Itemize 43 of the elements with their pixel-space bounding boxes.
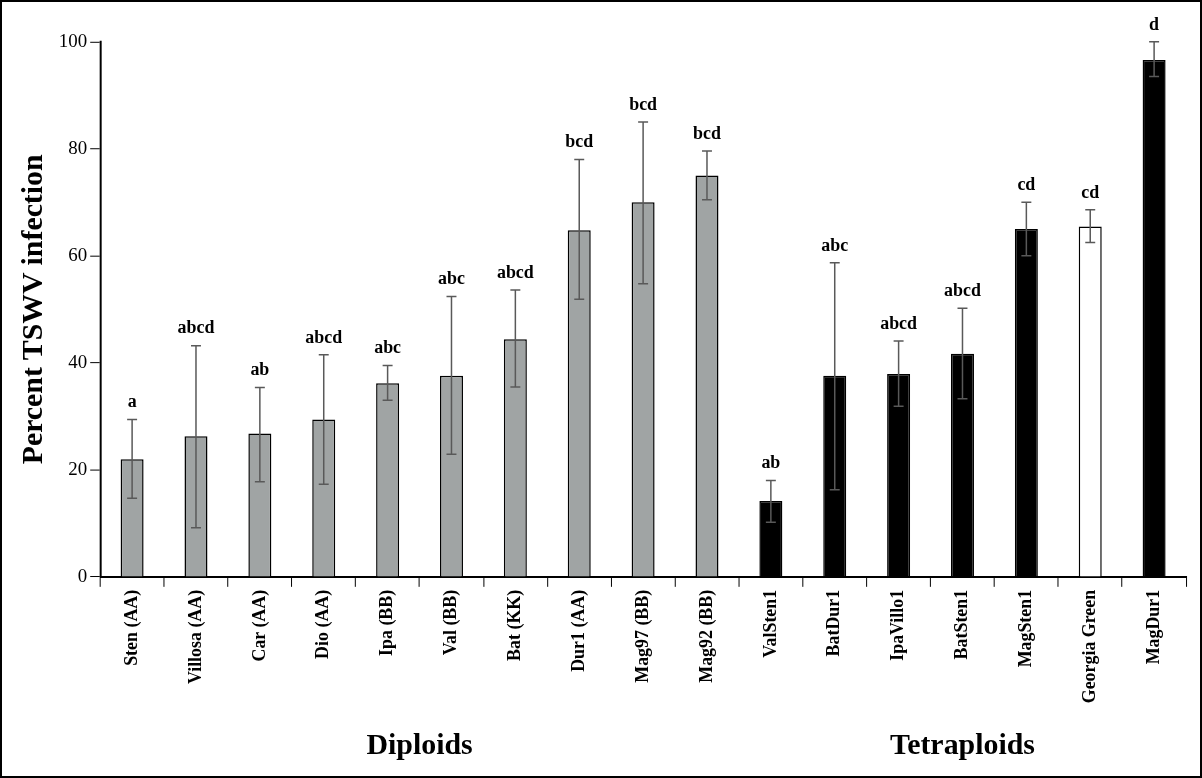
annotation: abcd [305,326,343,347]
x-tick-label: Dur1 (AA) [567,589,589,672]
x-tick-label: Val (BB) [440,589,462,656]
annotation: abcd [496,261,534,282]
x-tick-label: Sten (AA) [120,589,142,666]
annotation: abc [821,234,849,255]
x-tick-label: Mag97 (BB) [631,589,653,683]
x-tick-label: BatSten1 [951,589,972,660]
x-tick-label: MagSten1 [1014,589,1035,668]
text: Diploids [366,727,473,761]
y-tick-label: 100 [58,29,88,51]
annotation: abcd [944,280,981,300]
annotation: abcd [177,317,215,338]
y-tick-label: 60 [68,243,88,265]
x-tick-label: Georgia Green [1078,589,1099,704]
text: Tetraploids [889,727,1036,761]
annotation: bcd [629,93,658,114]
y-tick-label: 80 [68,136,88,158]
annotation: ab [250,359,270,380]
x-tick-label: Dio (AA) [312,589,334,659]
x-tick-label: Bat (KK) [503,589,525,661]
y-tick-label: 40 [68,350,88,372]
annotation: a [127,391,137,412]
x-tick-label: Mag92 (BB) [695,589,717,683]
y-tick-label: 0 [77,564,88,586]
x-tick-label: Villosa (AA) [184,589,206,685]
annotation: cd [1017,174,1036,195]
annotation: bcd [565,131,594,152]
annotation: abc [374,337,402,358]
x-tick-label: IpaVillo1 [887,589,908,661]
annotation: bcd [693,122,721,143]
annotation: abc [438,268,465,289]
annotation: d [1149,13,1160,34]
y-axis-title: Percent TSWV infection [14,154,48,465]
x-tick-label: Ipa (BB) [376,589,398,656]
annotation: abcd [880,312,918,333]
annotation: cd [1081,181,1100,202]
annotation: ab [761,452,781,473]
x-tick-label: BatDur1 [823,589,844,657]
x-tick-label: MagDur1 [1142,589,1163,665]
x-tick-label: Car (AA) [248,589,270,662]
y-tick-label: 20 [68,457,88,479]
x-tick-label: ValSten1 [759,589,780,658]
